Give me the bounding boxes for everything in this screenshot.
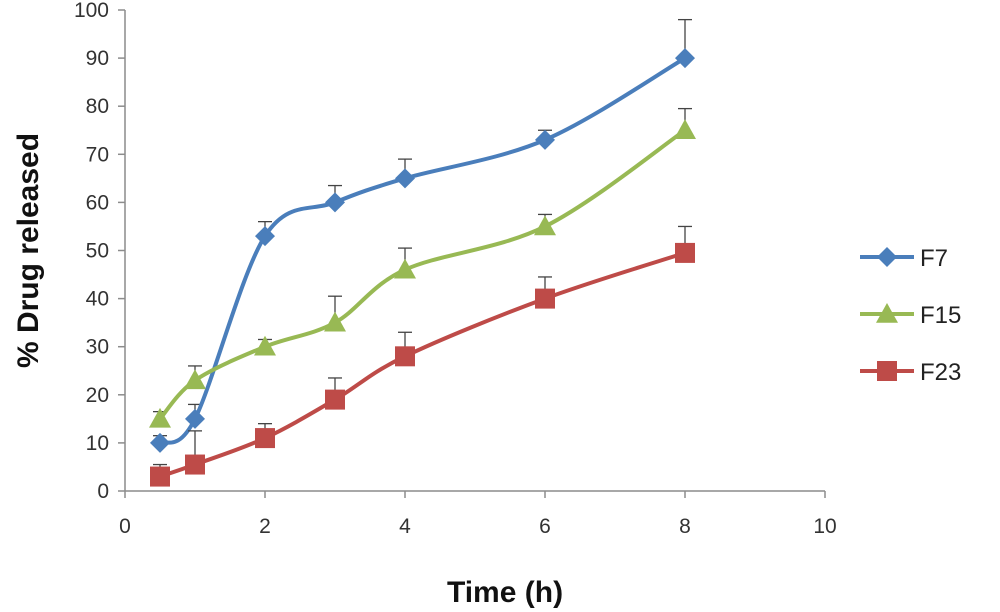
x-tick-label: 10 <box>813 515 836 538</box>
y-tick-label: 40 <box>86 288 109 311</box>
y-tick-label: 80 <box>86 95 109 118</box>
series-line-f7 <box>158 56 687 445</box>
legend-marker-f7 <box>877 247 897 267</box>
series-layer <box>149 18 696 487</box>
point-f15 <box>254 335 276 356</box>
y-tick-label: 70 <box>86 143 109 166</box>
point-f7 <box>185 408 205 429</box>
legend-marker-f23 <box>877 361 897 381</box>
x-tick-label: 6 <box>539 515 551 538</box>
y-tick-label: 100 <box>74 0 109 22</box>
x-axis-title: Time (h) <box>447 576 563 609</box>
point-f15 <box>394 258 416 279</box>
point-f7 <box>325 192 345 213</box>
point-f23 <box>395 346 415 367</box>
series-f15 <box>149 107 696 428</box>
y-tick-label: 30 <box>86 336 109 359</box>
legend-label-f23: F23 <box>920 359 961 386</box>
point-f7 <box>395 168 415 189</box>
legend-marker-f15 <box>876 303 898 323</box>
point-f23 <box>150 466 170 487</box>
y-tick-label: 0 <box>97 480 109 503</box>
point-f7 <box>535 129 555 150</box>
point-f23 <box>675 242 695 263</box>
point-f15 <box>149 407 171 428</box>
legend: F7 F15 F23 <box>860 245 961 386</box>
series-line-f15 <box>158 128 687 421</box>
y-tick-label: 90 <box>86 47 109 70</box>
y-axis-title: % Drug released <box>12 133 45 368</box>
point-f7 <box>150 432 170 453</box>
y-tick-label: 60 <box>86 191 109 214</box>
point-f15 <box>534 215 556 236</box>
x-tick-label: 0 <box>119 515 131 538</box>
y-axis-ticks: 0 10 20 30 40 50 60 70 80 90 100 <box>74 0 125 503</box>
point-f7 <box>255 226 275 247</box>
x-tick-label: 2 <box>259 515 271 538</box>
x-tick-label: 8 <box>679 515 691 538</box>
series-f7 <box>150 18 695 453</box>
point-f23 <box>255 428 275 449</box>
x-tick-label: 4 <box>399 515 411 538</box>
series-line-f23 <box>159 251 686 479</box>
series-f23 <box>150 225 695 487</box>
y-tick-label: 20 <box>86 384 109 407</box>
y-tick-label: 10 <box>86 432 109 455</box>
axes: 0 10 20 30 40 50 60 70 80 90 100 0 2 4 6 8 10 <box>74 0 837 538</box>
point-f7 <box>675 48 695 69</box>
y-tick-label: 50 <box>86 240 109 263</box>
x-axis-ticks: 0 2 4 6 8 10 <box>119 491 837 538</box>
point-f23 <box>535 288 555 309</box>
legend-label-f7: F7 <box>920 245 948 272</box>
point-f23 <box>185 454 205 475</box>
point-f15 <box>184 369 206 390</box>
point-f15 <box>324 311 346 332</box>
point-f23 <box>325 389 345 410</box>
point-f15 <box>674 119 696 140</box>
legend-label-f15: F15 <box>920 302 961 329</box>
